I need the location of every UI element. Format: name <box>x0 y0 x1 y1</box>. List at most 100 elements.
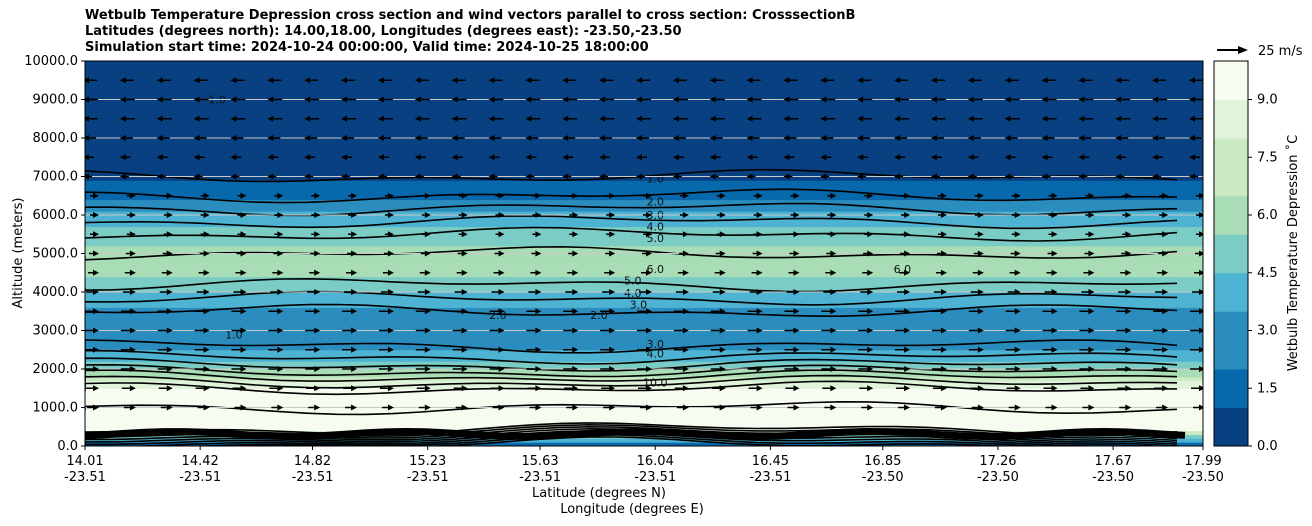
wind-vector-head <box>267 77 274 84</box>
wind-vector-head <box>904 327 911 334</box>
contour-line <box>85 357 1178 372</box>
wind-vector-head <box>267 173 274 180</box>
wind-vector-head <box>1051 231 1058 238</box>
wind-vector-head <box>414 77 421 84</box>
wind-vector-head <box>857 173 864 180</box>
fill-band <box>85 141 1203 147</box>
axes: 0.0 1000.0 2000.0 3000.0 4000.0 5000.0 6000.0 7… <box>24 54 1224 485</box>
wind-vector-head <box>93 250 99 257</box>
chart-title-line-1: Wetbulb Temperature Depression cross sec… <box>85 8 856 23</box>
wind-vector-head <box>304 77 311 84</box>
wind-vector-head <box>672 154 679 161</box>
wind-vector-head <box>1014 212 1021 218</box>
colorbar-label: Wetbulb Temperature Depression ˚C <box>1285 135 1301 372</box>
wind-vector-head <box>451 154 458 161</box>
wind-vector-head <box>857 96 864 103</box>
wind-vector-head <box>967 115 974 122</box>
wind-vector-head <box>562 173 569 180</box>
wind-vector-head <box>535 250 542 257</box>
wind-vector-head <box>572 192 579 199</box>
fill-band <box>85 376 1203 382</box>
wind-vector-head <box>599 115 606 122</box>
wind-vector-head <box>793 308 800 315</box>
fill-band <box>85 160 1203 166</box>
fill-band <box>85 395 1203 401</box>
wind-vector-head <box>599 77 606 84</box>
wind-vector-head <box>498 404 505 411</box>
x-tick-label-lat: 14.82 <box>294 454 331 469</box>
wind-vector-head <box>461 366 468 372</box>
x-axis-label-longitude: Longitude (degrees E) <box>560 502 704 517</box>
wind-vector-head <box>1199 308 1203 315</box>
wind-vector-head <box>672 173 679 180</box>
wind-vector-head <box>609 346 616 353</box>
wind-vector-head <box>424 366 431 372</box>
wind-vector-head <box>240 231 247 238</box>
fill-band <box>85 241 1203 247</box>
fill-band <box>85 283 1203 289</box>
wind-vector-head <box>709 77 716 84</box>
wind-vector-head <box>166 212 173 218</box>
wind-vector-head <box>646 192 652 199</box>
y-tick-label: 2000.0 <box>33 362 79 377</box>
wind-vector-head <box>940 366 947 372</box>
wind-vector-head <box>783 77 790 84</box>
wind-vector-head <box>719 212 726 218</box>
x-tick-label-lon: -23.51 <box>179 470 221 485</box>
wind-vector-head <box>1199 289 1203 295</box>
x-tick-label-lat: 17.67 <box>1095 454 1132 469</box>
wind-vector-head <box>314 192 321 199</box>
wind-vector-head <box>572 308 579 315</box>
wind-vector-head <box>304 96 311 103</box>
colorbar: 0.0 1.5 3.0 4.5 6.0 7.5 9.0 <box>1213 60 1278 454</box>
fill-band <box>85 110 1203 116</box>
colorbar-band <box>1214 407 1248 428</box>
wind-vector-head <box>1004 154 1011 161</box>
wind-vector-head <box>719 366 726 372</box>
wind-vector-head <box>203 231 210 238</box>
wind-vector-head <box>129 250 136 257</box>
wind-vector-head <box>230 77 237 84</box>
wind-vector-head <box>1125 289 1132 295</box>
wind-vector-head <box>1014 308 1021 315</box>
colorbar-band <box>1214 426 1248 447</box>
fill-band <box>85 272 1203 278</box>
wind-vector-head <box>203 366 210 372</box>
wind-vector-head <box>894 173 901 180</box>
fill-band <box>85 410 1203 416</box>
wind-vector-head <box>646 327 652 334</box>
wind-vector-head <box>1051 269 1058 276</box>
fill-band <box>85 118 1203 124</box>
colorbar-band <box>1214 118 1248 139</box>
wind-vector-head <box>129 192 136 199</box>
wind-vector-head <box>498 231 505 238</box>
fill-band <box>85 353 1203 358</box>
wind-vector-head <box>830 289 837 295</box>
x-axis-label-latitude: Latitude (degrees N) <box>532 486 666 501</box>
wind-vector-head <box>756 289 763 295</box>
wind-vector-head <box>304 135 311 141</box>
fill-band <box>85 299 1203 305</box>
wind-vector-head <box>93 404 99 411</box>
wind-vector-head <box>636 154 642 161</box>
wind-vector-head <box>636 115 642 122</box>
wind-vector-head <box>1152 96 1159 103</box>
wind-vector-head <box>977 269 984 276</box>
wind-vector-head <box>119 173 126 180</box>
wind-vector-head <box>977 231 984 238</box>
colorbar-band <box>1214 157 1248 177</box>
wind-vector-head <box>857 154 864 161</box>
wind-vector-head <box>277 346 284 353</box>
wind-vector-head <box>1014 192 1021 199</box>
wind-vector-head <box>719 346 726 353</box>
wind-vector-head <box>461 346 468 353</box>
contour-label: 2.0 <box>646 196 664 209</box>
fill-band <box>85 168 1203 174</box>
wind-vector-head <box>756 212 763 218</box>
wind-vector-head <box>1051 404 1058 411</box>
colorbar-band <box>1214 349 1248 370</box>
wind-vector-head <box>1014 385 1021 392</box>
wind-vector-head <box>1125 231 1132 238</box>
wind-vector-head <box>746 77 753 84</box>
wind-vector-head <box>156 135 163 141</box>
